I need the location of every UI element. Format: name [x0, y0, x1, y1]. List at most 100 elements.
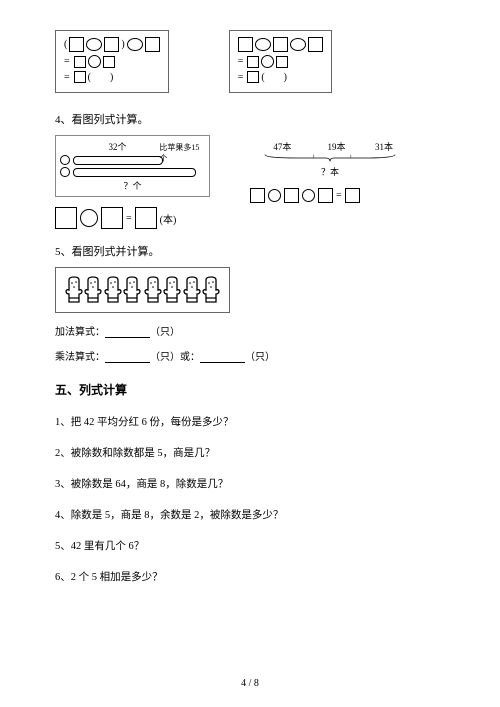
mitten-icon: [202, 276, 220, 304]
mitten-icon: [163, 276, 181, 304]
problem-5-label: 5、看图列式并计算。: [55, 243, 445, 259]
books-col3: 31本: [358, 140, 410, 153]
oval-icon: [127, 38, 143, 51]
square-icon: [104, 37, 119, 52]
fruit-diagram: 32个 比苹果多15个 ？个: [55, 135, 210, 197]
extra-text: 比苹果多15个: [159, 142, 205, 164]
equals-sign: =: [238, 72, 244, 83]
paren-open: (: [88, 72, 91, 83]
equals-sign: =: [64, 72, 70, 83]
square-icon: [135, 207, 157, 229]
oval-icon: [255, 38, 271, 51]
mitten-pair: [104, 276, 141, 304]
blank-field[interactable]: [105, 352, 150, 363]
fruit-column: 32个 比苹果多15个 ？个 = (本): [55, 135, 210, 229]
blank-field[interactable]: [200, 352, 245, 363]
circle-icon: [80, 209, 98, 227]
shape-boxes-row: ( ) = = ( ): [55, 30, 445, 93]
add-unit: （只）: [150, 327, 180, 338]
paren-open: (: [261, 72, 264, 83]
square-icon: [74, 71, 86, 83]
fruit-bottom-q: ？个: [60, 179, 205, 192]
shape-line: =: [238, 55, 323, 68]
circle-icon: [88, 55, 101, 68]
mitten-icon: [144, 276, 162, 304]
square-icon: [103, 56, 115, 68]
paren-open: (: [64, 39, 67, 50]
books-bottom-q: ？本: [250, 165, 410, 178]
addition-line: 加法算式： （只）: [55, 323, 445, 338]
equals-sign: =: [64, 56, 70, 67]
circle-icon: [261, 55, 274, 68]
question-2: 2、被除数和除数都是 5，商是几？: [55, 445, 445, 460]
shape-line: [238, 37, 323, 52]
square-icon: [238, 37, 253, 52]
shape-box-right: = = ( ): [229, 30, 332, 93]
mitten-pair: [183, 276, 220, 304]
pear-icon: [60, 167, 70, 177]
question-3: 3、被除数是 64，商是 8，除数是几？: [55, 476, 445, 491]
square-icon: [55, 207, 77, 229]
square-icon: [247, 56, 259, 68]
square-icon: [250, 188, 265, 203]
apple-icon: [60, 155, 70, 165]
shape-line: ( ): [64, 37, 160, 52]
oval-icon: [86, 38, 102, 51]
square-icon: [318, 188, 333, 203]
unit-label: (本): [160, 211, 177, 226]
mul-unit2: （只）: [245, 352, 275, 363]
books-col2: 19本: [315, 140, 358, 153]
problem-4-label: 4、看图列式计算。: [55, 111, 445, 127]
books-column: 47本 19本 31本 ？本 =: [250, 135, 410, 203]
square-icon: [345, 188, 360, 203]
bar-icon: [73, 168, 197, 177]
mitten-icon: [104, 276, 122, 304]
equals-sign: =: [238, 56, 244, 67]
square-icon: [308, 37, 323, 52]
square-icon: [276, 56, 288, 68]
mitten-pair: [144, 276, 181, 304]
question-6: 6、2 个 5 相加是多少？: [55, 569, 445, 584]
shape-box-left: ( ) = = ( ): [55, 30, 169, 93]
diagram-row: 32个 比苹果多15个 ？个 = (本) 47本 19本 31本: [55, 135, 445, 229]
question-5: 5、42 里有几个 6？: [55, 538, 445, 553]
shape-line: = ( ): [238, 71, 323, 83]
square-icon: [145, 37, 160, 52]
equals-sign: =: [336, 190, 342, 201]
mitten-icon: [123, 276, 141, 304]
equation-right: =: [250, 188, 410, 203]
circle-icon: [302, 189, 315, 202]
paren-close: ): [284, 72, 287, 83]
blank-field[interactable]: [105, 327, 150, 338]
circle-icon: [268, 189, 281, 202]
square-icon: [247, 71, 259, 83]
section-5-title: 五、列式计算: [55, 381, 445, 398]
mitten-icon: [65, 276, 83, 304]
square-icon: [273, 37, 288, 52]
mittens-box: [55, 267, 230, 313]
question-1: 1、把 42 平均分红 6 份，每份是多少？: [55, 414, 445, 429]
mul-unit1: （只）或：: [150, 352, 200, 363]
equals-sign: =: [126, 213, 132, 224]
paren-close: ): [110, 72, 113, 83]
books-diagram: 47本 19本 31本 ？本: [250, 140, 410, 178]
books-col1: 47本: [250, 140, 315, 153]
oval-icon: [290, 38, 306, 51]
square-icon: [69, 37, 84, 52]
brace-icon: [250, 153, 410, 163]
multiplication-line: 乘法算式： （只）或： （只）: [55, 348, 445, 363]
question-4: 4、除数是 5，商是 8，余数是 2，被除数是多少？: [55, 507, 445, 522]
equation-left: = (本): [55, 207, 210, 229]
square-icon: [101, 207, 123, 229]
mul-label: 乘法算式：: [55, 352, 105, 363]
mitten-pair: [65, 276, 102, 304]
square-icon: [74, 56, 86, 68]
shape-line: = ( ): [64, 71, 160, 83]
mitten-icon: [84, 276, 102, 304]
page-number: 4 / 8: [0, 678, 500, 689]
square-icon: [284, 188, 299, 203]
bar-icon: [73, 156, 163, 165]
mitten-icon: [183, 276, 201, 304]
add-label: 加法算式：: [55, 327, 105, 338]
paren-close: ): [121, 39, 124, 50]
